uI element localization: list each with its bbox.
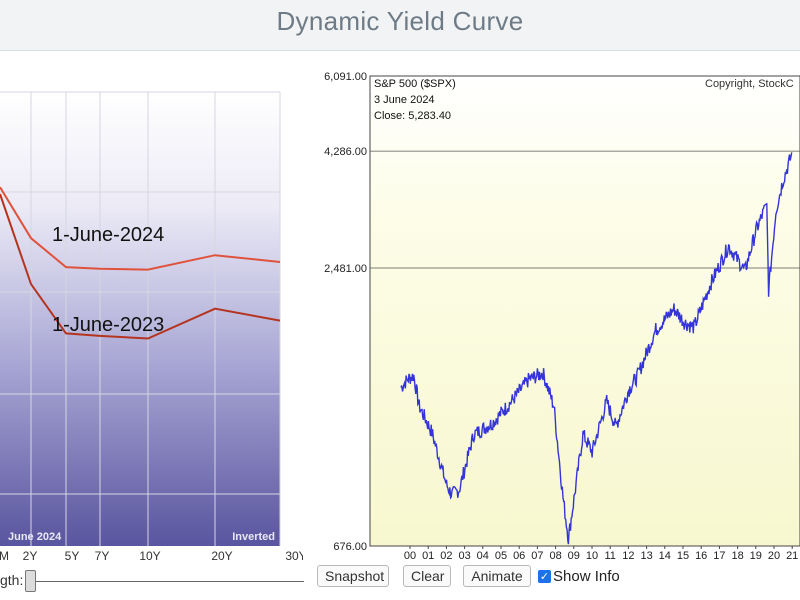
show-info-label: Show Info: [553, 567, 620, 585]
spx-y-tick-label: 676.00: [333, 541, 367, 553]
spx-x-tick-label: 11: [604, 550, 615, 562]
spx-x-tick-label: 18: [731, 550, 743, 562]
spx-x-tick-label: 13: [640, 550, 652, 562]
spx-y-tick-label: 4,286.00: [324, 146, 367, 158]
yield-x-tick-label: 10Y: [139, 549, 160, 563]
spx-x-tick-label: 02: [440, 550, 452, 562]
spx-x-tick-label: 16: [695, 550, 707, 562]
yield-x-tick-label: M: [0, 549, 9, 563]
spx-x-tick-label: 12: [622, 550, 634, 562]
spx-x-tick-label: 08: [549, 550, 561, 562]
yield-x-tick-label: 7Y: [95, 549, 110, 563]
spx-copyright: Copyright, StockC: [705, 78, 794, 90]
yield-plot-area: [0, 92, 280, 546]
length-slider-track[interactable]: [36, 581, 304, 582]
spx-plot-area: [369, 75, 800, 547]
yield-series-line: [0, 186, 281, 271]
animate-button[interactable]: Animate: [463, 565, 531, 587]
clear-button[interactable]: Clear: [403, 565, 451, 587]
spx-y-tick-label: 6,091.00: [324, 72, 367, 83]
spx-title: S&P 500 ($SPX): [374, 78, 456, 90]
spx-x-tick-label: 09: [568, 550, 580, 562]
spx-x-tick-label: 00: [404, 550, 416, 562]
spx-price-line: [400, 152, 793, 545]
yield-x-tick-label: 30Y: [285, 549, 303, 563]
spx-x-tick-label: 04: [477, 550, 489, 562]
yield-curve-label-2023: 1-June-2023: [52, 314, 164, 336]
spx-x-tick-label: 15: [677, 550, 689, 562]
spx-x-tick-label: 10: [586, 550, 598, 562]
spx-x-tick-label: 07: [531, 550, 543, 562]
spx-x-tick-label: 17: [713, 550, 725, 562]
checkbox-checked-icon[interactable]: ✓: [538, 569, 551, 583]
spx-date: 3 June 2024: [374, 94, 435, 106]
show-info-toggle[interactable]: ✓ Show Info: [538, 565, 620, 587]
spx-x-tick-label: 05: [495, 550, 507, 562]
title-bar: Dynamic Yield Curve: [0, 0, 800, 51]
yield-curve-label-2024: 1-June-2024: [52, 224, 164, 246]
length-label: gth:: [0, 572, 24, 588]
length-slider-thumb[interactable]: [25, 570, 36, 592]
yield-x-tick-label: 20Y: [211, 549, 232, 563]
spx-x-tick-label: 06: [513, 550, 525, 562]
spx-x-tick-label: 14: [659, 550, 671, 562]
sp500-chart[interactable]: 6,091.00 4,286.00 2,481.00 676.00 00 01 02 03 0…: [304, 72, 800, 564]
spx-x-tick-label: 21: [786, 550, 798, 562]
snapshot-button[interactable]: Snapshot: [317, 565, 389, 587]
yield-corner-date: June 2024: [8, 531, 62, 543]
spx-close: Close: 5,283.40: [374, 110, 451, 122]
yield-series-line: [0, 193, 281, 340]
spx-y-tick-label: 2,481.00: [324, 263, 367, 275]
spx-x-tick-label: 01: [422, 550, 434, 562]
spx-x-tick-label: 20: [768, 550, 780, 562]
yield-x-tick-label: 2Y: [23, 549, 38, 563]
yield-corner-status: Inverted: [232, 531, 275, 543]
controls-bar: gth: Snapshot Clear Animate ✓ Show Info: [0, 562, 800, 600]
spx-x-tick-label: 19: [750, 550, 762, 562]
spx-x-tick-label: 03: [458, 550, 470, 562]
yield-x-tick-label: 5Y: [65, 549, 80, 563]
yield-curve-chart[interactable]: 1-June-2024 1-June-2023 June 2024 Invert…: [0, 74, 303, 566]
page-title: Dynamic Yield Curve: [276, 6, 524, 36]
